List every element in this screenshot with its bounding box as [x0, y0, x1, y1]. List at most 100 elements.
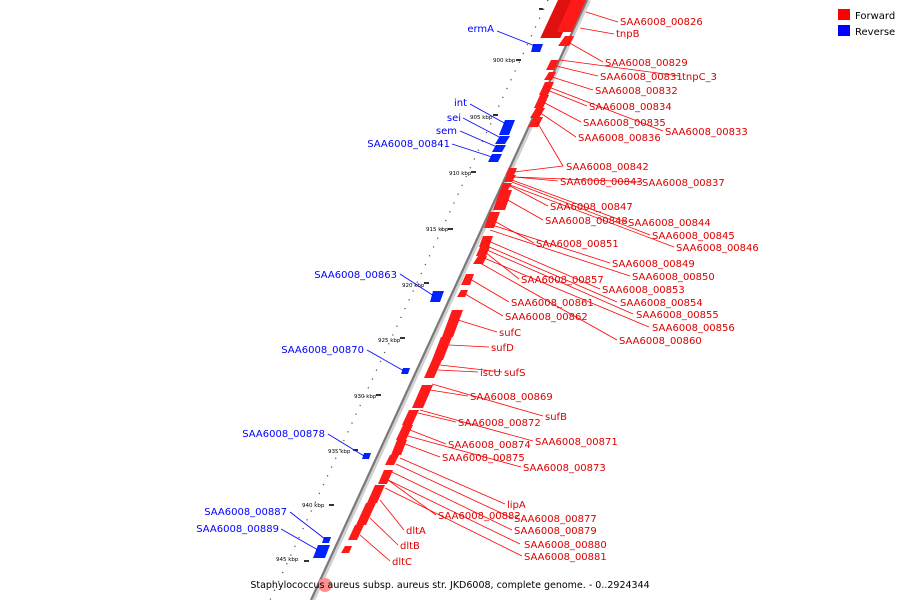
gene-label[interactable]: SAA6008_00854 [620, 298, 703, 309]
gene-label[interactable]: dltA [406, 526, 426, 537]
gene-label[interactable]: dltC [392, 557, 412, 568]
gene-label[interactable]: iscU [480, 368, 501, 379]
gene-label[interactable]: SAA6008_00848 [545, 216, 628, 227]
forward-gene[interactable] [557, 0, 586, 32]
forward-gene[interactable] [546, 60, 559, 70]
forward-gene[interactable] [378, 470, 393, 484]
gene-label[interactable]: SAA6008_00837 [642, 178, 725, 189]
forward-gene[interactable] [473, 256, 487, 264]
leader-line [486, 249, 634, 315]
gene-label[interactable]: SAA6008_00875 [442, 453, 525, 464]
gene-label[interactable]: sufC [499, 328, 521, 339]
gene-label[interactable]: SAA6008_00862 [505, 312, 588, 323]
gene-label[interactable]: SAA6008_00853 [602, 285, 685, 296]
forward-gene[interactable] [476, 247, 490, 256]
gene-label[interactable]: SAA6008_00857 [521, 275, 604, 286]
leader-line [366, 349, 405, 372]
forward-gene[interactable] [318, 578, 332, 592]
gene-label[interactable]: SAA6008_00829 [605, 58, 688, 69]
forward-gene[interactable] [534, 95, 549, 108]
gene-label[interactable]: SAA6008_00874 [448, 440, 531, 451]
forward-gene[interactable] [457, 290, 468, 297]
forward-gene[interactable] [391, 440, 407, 455]
forward-gene[interactable] [442, 310, 463, 337]
gene-label[interactable]: SAA6008_00849 [612, 259, 695, 270]
gene-label[interactable]: ermA [467, 24, 494, 35]
gene-label[interactable]: SAA6008_00833 [665, 127, 748, 138]
forward-gene[interactable] [402, 410, 419, 425]
gene-label[interactable]: SAA6008_00873 [523, 463, 606, 474]
reverse-gene[interactable] [499, 120, 515, 135]
forward-features [318, 0, 586, 592]
forward-gene[interactable] [506, 168, 517, 175]
forward-gene[interactable] [396, 425, 413, 440]
gene-label[interactable]: SAA6008_00882 [438, 511, 521, 522]
gene-label[interactable]: lipA [507, 500, 526, 511]
reverse-gene[interactable] [401, 368, 410, 374]
forward-gene[interactable] [412, 385, 433, 408]
gene-label[interactable]: SAA6008_00856 [652, 323, 735, 334]
gene-label[interactable]: SAA6008_00842 [566, 162, 649, 173]
gene-label[interactable]: SAA6008_00831 [600, 72, 683, 83]
reverse-gene[interactable] [430, 291, 444, 302]
forward-gene[interactable] [348, 525, 364, 540]
forward-gene[interactable] [500, 183, 512, 190]
gene-label[interactable]: tnpC_3 [682, 72, 717, 83]
gene-label[interactable]: SAA6008_00878 [242, 429, 325, 440]
gene-label[interactable]: SAA6008_00870 [281, 345, 364, 356]
gene-label[interactable]: SAA6008_00826 [620, 17, 703, 28]
forward-gene[interactable] [432, 337, 452, 360]
gene-label[interactable]: SAA6008_00843 [560, 177, 643, 188]
gene-label[interactable]: SAA6008_00845 [652, 231, 735, 242]
reverse-gene[interactable] [362, 453, 371, 459]
forward-gene[interactable] [528, 117, 543, 127]
forward-gene[interactable] [544, 72, 556, 80]
forward-gene[interactable] [356, 503, 376, 525]
reverse-gene[interactable] [488, 154, 502, 162]
gene-label[interactable]: SAA6008_00879 [514, 526, 597, 537]
gene-label[interactable]: SAA6008_00835 [583, 118, 666, 129]
forward-gene[interactable] [424, 360, 442, 378]
gene-label[interactable]: SAA6008_00836 [578, 133, 661, 144]
gene-label[interactable]: sufB [545, 412, 567, 423]
forward-gene[interactable] [530, 108, 545, 118]
gene-label[interactable]: sei [447, 113, 461, 124]
gene-label[interactable]: SAA6008_00850 [632, 272, 715, 283]
forward-gene[interactable] [493, 190, 512, 210]
gene-label[interactable]: int [454, 98, 467, 109]
gene-label[interactable]: SAA6008_00844 [628, 218, 711, 229]
gene-label[interactable]: tnpB [616, 29, 640, 40]
forward-gene[interactable] [539, 82, 554, 95]
gene-label[interactable]: dltB [400, 541, 420, 552]
gene-label[interactable]: SAA6008_00861 [511, 298, 594, 309]
gene-label[interactable]: SAA6008_00877 [514, 514, 597, 525]
gene-label[interactable]: SAA6008_00846 [676, 243, 759, 254]
gene-label[interactable]: SAA6008_00887 [204, 507, 287, 518]
forward-gene[interactable] [385, 455, 399, 465]
reverse-gene[interactable] [495, 136, 510, 144]
gene-label[interactable]: SAA6008_00880 [524, 540, 607, 551]
forward-gene[interactable] [341, 546, 352, 553]
gene-label[interactable]: SAA6008_00832 [595, 86, 678, 97]
gene-label[interactable]: sufD [491, 343, 514, 354]
gene-label[interactable]: SAA6008_00863 [314, 270, 397, 281]
forward-gene[interactable] [479, 236, 493, 247]
reverse-gene[interactable] [313, 545, 330, 558]
forward-gene[interactable] [461, 274, 474, 285]
gene-label[interactable]: SAA6008_00841 [367, 139, 450, 150]
gene-label[interactable]: SAA6008_00889 [196, 524, 279, 535]
gene-label[interactable]: SAA6008_00860 [619, 336, 702, 347]
gene-label[interactable]: SAA6008_00847 [550, 202, 633, 213]
forward-labels: SAA6008_00826 tnpB SAA6008_00829 SAA6008… [392, 17, 759, 568]
gene-label[interactable]: SAA6008_00872 [458, 418, 541, 429]
gene-label[interactable]: sem [436, 126, 457, 137]
gene-label[interactable]: SAA6008_00855 [636, 310, 719, 321]
forward-gene[interactable] [484, 212, 500, 228]
gene-label[interactable]: SAA6008_00834 [589, 102, 672, 113]
forward-gene[interactable] [367, 485, 385, 503]
gene-label[interactable]: SAA6008_00871 [535, 437, 618, 448]
gene-label[interactable]: SAA6008_00869 [470, 392, 553, 403]
gene-label[interactable]: SAA6008_00881 [524, 552, 607, 563]
gene-label[interactable]: SAA6008_00851 [536, 239, 619, 250]
gene-label[interactable]: sufS [504, 368, 525, 379]
